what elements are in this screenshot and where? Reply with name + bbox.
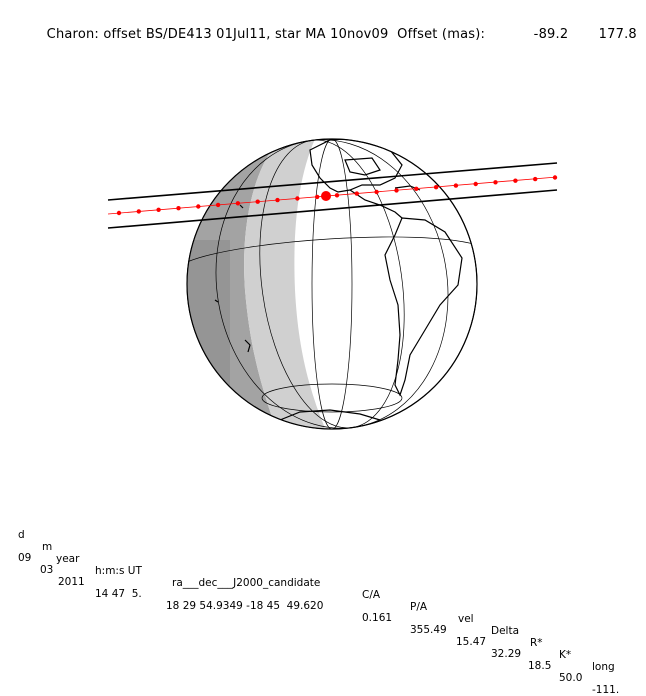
central-line-dot (453, 183, 459, 188)
central-line-dot (552, 175, 558, 180)
val-d: 09 (18, 552, 32, 564)
central-line-dot (394, 188, 399, 193)
val-ca: 0.161 (362, 612, 393, 624)
col-ca: C/A (362, 589, 381, 601)
closest-approach-dot (321, 191, 331, 201)
globe-outline (186, 138, 478, 430)
occultation-map (107, 138, 558, 430)
col-pa: P/A (410, 601, 428, 613)
col-kstar: K* (559, 649, 572, 661)
central-line-dot (215, 202, 221, 208)
col-long: long (592, 661, 615, 673)
plot-title: Charon: offset BS/DE413 01Jul11, star MA… (38, 12, 485, 42)
central-line-dot (374, 189, 379, 195)
central-line-dot (295, 196, 300, 201)
central-line-dot (235, 201, 241, 206)
col-d: d (18, 529, 25, 541)
offset-dec-value: 177.8 (598, 27, 637, 42)
val-year: 2011 (58, 576, 85, 588)
central-line-dot (334, 193, 340, 198)
val-radec: 18 29 54.9349 -18 45 49.620 (166, 600, 324, 612)
path-limit-south (107, 189, 558, 229)
title-text: Charon: offset BS/DE413 01Jul11, star MA… (46, 27, 486, 42)
val-kstar: 50.0 (559, 672, 583, 684)
val-vel: 15.47 (456, 636, 487, 648)
central-line-dot (255, 199, 260, 204)
col-vel: vel (458, 613, 474, 625)
val-long: -111. (592, 684, 620, 696)
central-line (107, 176, 558, 215)
val-time: 14 47 5. (95, 588, 142, 600)
col-year: year (56, 553, 80, 565)
table-value-row: 09 03 2011 14 47 5. 18 29 54.9349 -18 45… (0, 540, 619, 696)
central-line-dot (315, 194, 320, 200)
col-radec: ra___dec___J2000_candidate (172, 577, 321, 589)
central-line-dot (473, 181, 478, 187)
central-line-dot (533, 176, 538, 182)
central-line-dot (513, 178, 518, 183)
central-line-dot (414, 186, 419, 191)
central-line-dot (116, 210, 122, 216)
central-line-dot (196, 204, 201, 209)
central-line-dot (493, 180, 498, 185)
col-time: h:m:s UT (95, 565, 142, 577)
central-line-dot (354, 191, 359, 196)
central-line-dot (275, 197, 280, 203)
path-limit-north (107, 162, 558, 201)
central-line-dot (136, 209, 141, 214)
col-rstar: R* (530, 637, 543, 649)
val-delta: 32.29 (491, 648, 522, 660)
col-m: m (42, 541, 53, 553)
col-delta: Delta (491, 625, 520, 637)
offset-ra-value: -89.2 (533, 27, 569, 42)
val-m: 03 (40, 564, 54, 576)
deep-night-band (187, 240, 230, 429)
val-pa: 355.49 (410, 624, 447, 636)
central-line-dot (156, 207, 161, 212)
central-line-dot (433, 185, 439, 190)
central-line-dot (176, 206, 181, 211)
val-rstar: 18.5 (528, 660, 552, 672)
central-line-dots (116, 175, 558, 216)
